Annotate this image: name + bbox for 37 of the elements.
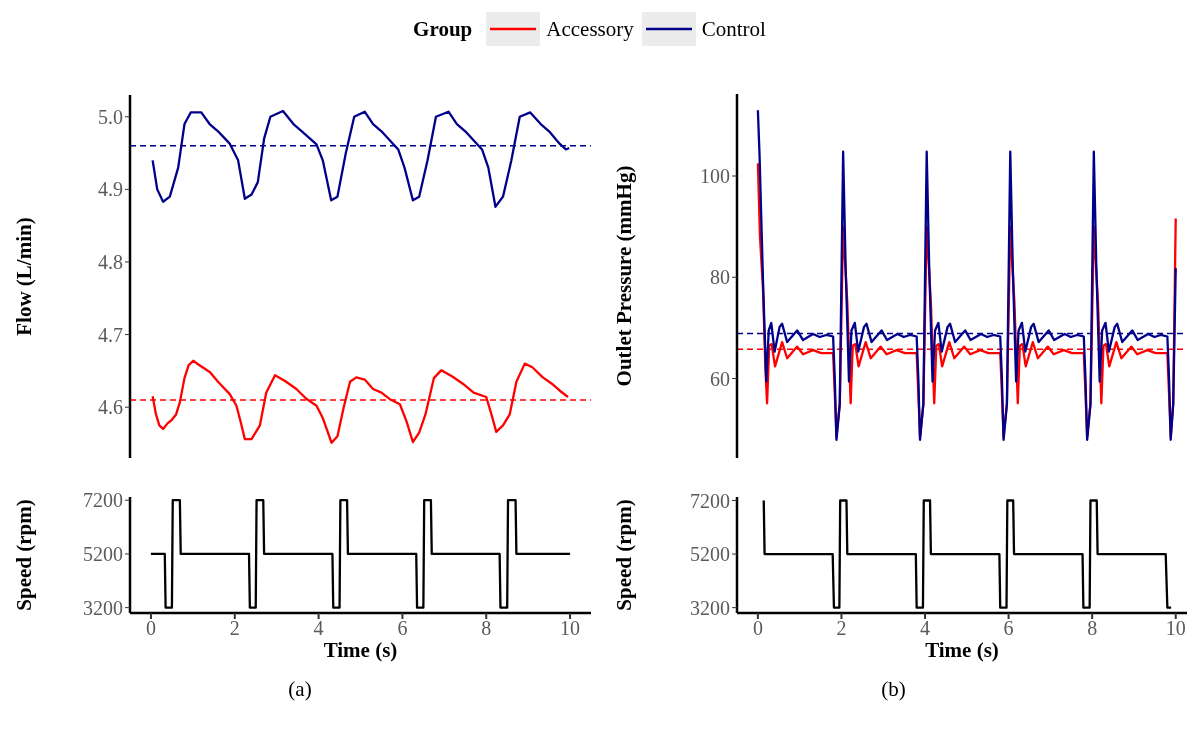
y-axis-title: Speed (rpm)	[12, 499, 36, 611]
text: (a)	[287, 677, 313, 702]
y-tick-label: 60	[710, 367, 730, 390]
y-axis-title: Flow (L/min)	[12, 217, 36, 336]
x-tick-label: 2	[229, 617, 240, 640]
y-tick-label: 5200	[690, 543, 730, 566]
text: (b)	[880, 677, 907, 702]
y-tick-label: 4.8	[98, 251, 123, 274]
x-tick-label: 0	[145, 617, 156, 640]
x-tick-label: 0	[752, 617, 763, 640]
y-axis-title: Speed (rpm)	[612, 499, 636, 611]
x-tick-label: 10	[560, 617, 581, 640]
legend-title: Group	[413, 16, 473, 42]
y-tick-label: 5.0	[98, 105, 123, 128]
y-tick-label: 7200	[690, 489, 730, 512]
y-axis-title: Outlet Pressure (mmHg)	[612, 165, 636, 387]
y-tick-label: 4.7	[98, 323, 123, 346]
y-tick-label: 3200	[690, 596, 730, 619]
y-tick-label: 4.9	[98, 178, 123, 201]
legend-label: Control	[701, 16, 766, 42]
x-tick-label: 6	[397, 617, 408, 640]
x-tick-label: 4	[920, 617, 931, 640]
y-tick-label: 3200	[83, 596, 123, 619]
x-axis-title: Time (s)	[323, 638, 398, 662]
y-tick-label: 7200	[83, 489, 123, 512]
x-axis-title: Time (s)	[925, 638, 999, 662]
x-tick-label: 8	[481, 617, 492, 640]
x-tick-label: 4	[313, 617, 324, 640]
y-tick-label: 4.6	[98, 396, 123, 419]
x-tick-label: 2	[836, 617, 847, 640]
x-tick-label: 8	[1087, 617, 1098, 640]
y-tick-label: 100	[700, 165, 730, 188]
legend-label: Accessory	[546, 16, 634, 42]
x-tick-label: 6	[1003, 617, 1014, 640]
x-tick-label: 10	[1165, 617, 1186, 640]
y-tick-label: 80	[710, 266, 730, 289]
y-tick-label: 5200	[83, 543, 123, 566]
